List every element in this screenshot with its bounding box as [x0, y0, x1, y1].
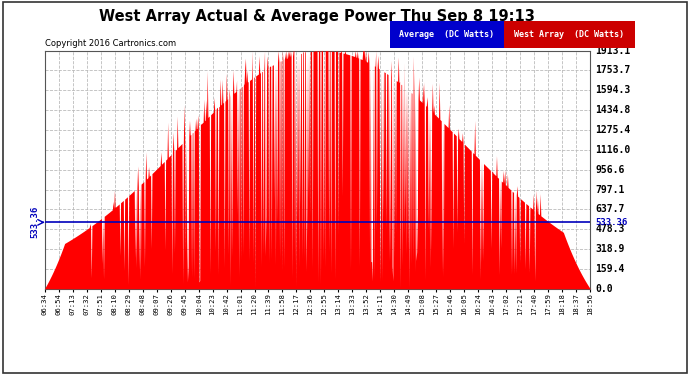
Text: 1753.7: 1753.7: [595, 66, 631, 75]
Text: 533.36: 533.36: [30, 206, 39, 238]
Text: West Array  (DC Watts): West Array (DC Watts): [514, 30, 624, 39]
Text: 956.6: 956.6: [595, 165, 625, 175]
Text: Copyright 2016 Cartronics.com: Copyright 2016 Cartronics.com: [45, 39, 176, 48]
Text: 1275.4: 1275.4: [595, 125, 631, 135]
Text: West Array Actual & Average Power Thu Sep 8 19:13: West Array Actual & Average Power Thu Se…: [99, 9, 535, 24]
Text: 1913.1: 1913.1: [595, 46, 631, 56]
Text: 159.4: 159.4: [595, 264, 625, 274]
Text: 1116.0: 1116.0: [595, 145, 631, 155]
Text: 0.0: 0.0: [595, 284, 613, 294]
Text: Average  (DC Watts): Average (DC Watts): [400, 30, 494, 39]
Text: 318.9: 318.9: [595, 244, 625, 254]
Text: 478.3: 478.3: [595, 224, 625, 234]
Text: 797.1: 797.1: [595, 184, 625, 195]
Text: 637.7: 637.7: [595, 204, 625, 214]
Text: 533.36: 533.36: [595, 218, 628, 227]
Text: 1434.8: 1434.8: [595, 105, 631, 115]
Text: 1594.3: 1594.3: [595, 85, 631, 95]
